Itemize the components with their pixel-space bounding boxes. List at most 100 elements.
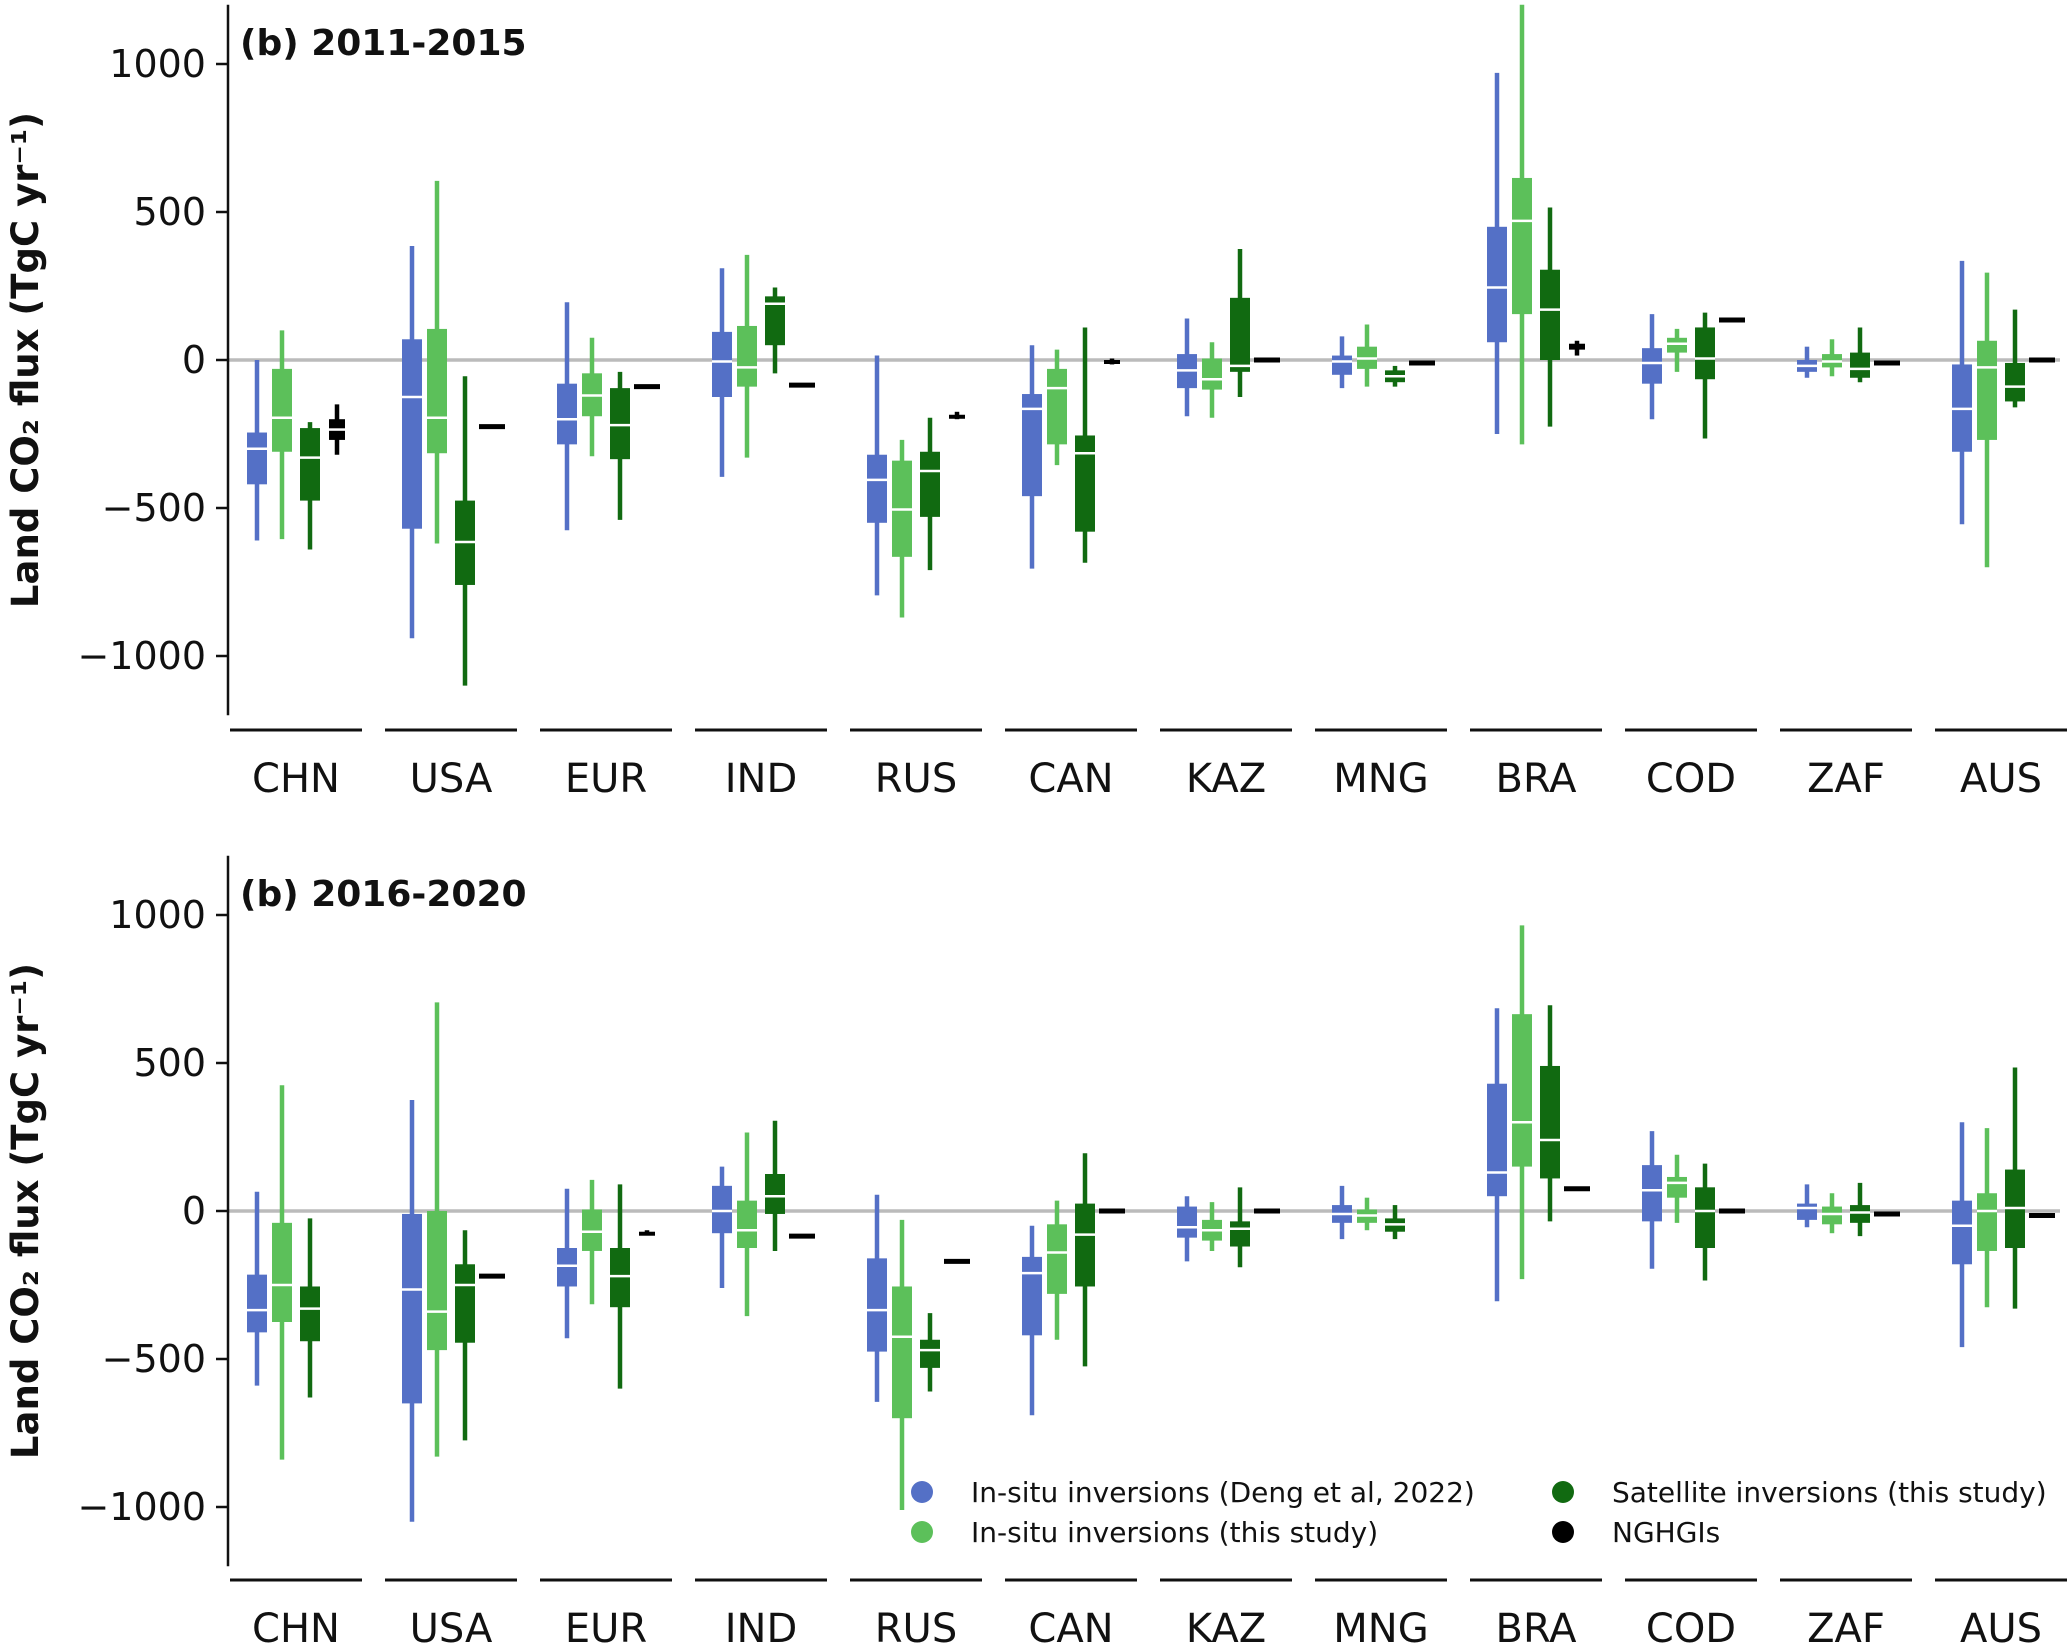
box-insitu-study-zaf xyxy=(1822,1193,1842,1234)
iqr-box xyxy=(765,296,785,346)
box-insitu-study-rus xyxy=(892,1219,912,1510)
category-label-eur: EUR xyxy=(565,756,647,802)
category-label-ind: IND xyxy=(725,1606,798,1646)
box-insitu-study-kaz xyxy=(1202,1202,1222,1251)
iqr-box xyxy=(712,1185,732,1234)
box-insitu-deng-kaz xyxy=(1177,318,1197,417)
box-satellite-study-mng xyxy=(1385,365,1405,387)
category-label-ind: IND xyxy=(725,756,798,802)
box-satellite-study-usa xyxy=(455,1230,475,1441)
box-insitu-study-chn xyxy=(272,330,292,540)
box-insitu-study-eur xyxy=(582,337,602,457)
category-label-chn: CHN xyxy=(252,756,340,802)
legend-marker xyxy=(911,1521,933,1543)
box-insitu-study-kaz xyxy=(1202,342,1222,418)
category-label-cod: COD xyxy=(1646,756,1736,802)
iqr-box xyxy=(1569,343,1585,350)
category-label-bra: BRA xyxy=(1496,1606,1578,1646)
y-tick-label: 500 xyxy=(133,190,206,234)
box-insitu-study-aus xyxy=(1977,272,1997,568)
box-insitu-study-cod xyxy=(1667,1154,1687,1223)
iqr-box xyxy=(920,1339,940,1368)
box-insitu-deng-rus xyxy=(867,355,887,596)
box-satellite-study-chn xyxy=(300,1218,320,1398)
box-satellite-study-can xyxy=(1075,1153,1095,1367)
iqr-box xyxy=(610,388,630,460)
box-satellite-study-can xyxy=(1075,327,1095,563)
box-satellite-study-mng xyxy=(1385,1205,1405,1240)
box-insitu-deng-mng xyxy=(1332,336,1352,389)
box-insitu-deng-zaf xyxy=(1797,346,1817,378)
box-insitu-study-cod xyxy=(1667,328,1687,372)
iqr-box xyxy=(867,1258,887,1352)
legend-label: In-situ inversions (Deng et al, 2022) xyxy=(971,1476,1475,1509)
category-label-rus: RUS xyxy=(875,1606,957,1646)
y-tick-label: 1000 xyxy=(109,42,206,86)
iqr-box xyxy=(1075,435,1095,532)
iqr-box xyxy=(582,1209,602,1251)
box-insitu-study-ind xyxy=(737,254,757,458)
iqr-box xyxy=(2005,362,2025,402)
iqr-box xyxy=(867,454,887,523)
box-insitu-study-can xyxy=(1047,349,1067,466)
iqr-box xyxy=(300,428,320,501)
box-insitu-deng-can xyxy=(1022,345,1042,569)
box-satellite-study-kaz xyxy=(1230,1187,1250,1268)
legend-marker xyxy=(1552,1521,1574,1543)
box-nghgi-eur xyxy=(639,1230,655,1236)
category-label-zaf: ZAF xyxy=(1807,756,1885,802)
iqr-box xyxy=(1850,1205,1870,1223)
box-insitu-deng-eur xyxy=(557,302,577,531)
y-tick-label: −500 xyxy=(102,486,206,530)
box-insitu-deng-aus xyxy=(1952,1122,1972,1348)
iqr-box xyxy=(557,1248,577,1287)
box-insitu-deng-mng xyxy=(1332,1185,1352,1240)
iqr-box xyxy=(1797,1203,1817,1220)
box-nghgi-rus xyxy=(949,411,965,420)
iqr-box xyxy=(300,1286,320,1342)
iqr-box xyxy=(1022,1256,1042,1336)
category-label-kaz: KAZ xyxy=(1186,1606,1266,1646)
iqr-box xyxy=(1822,1206,1842,1225)
legend: In-situ inversions (Deng et al, 2022) In-… xyxy=(911,1476,2047,1549)
iqr-box xyxy=(1230,297,1250,372)
legend-item-insitu-deng: In-situ inversions (Deng et al, 2022) xyxy=(911,1476,1475,1509)
box-insitu-study-zaf xyxy=(1822,339,1842,377)
iqr-box xyxy=(1695,1187,1715,1248)
y-axis-label: Land CO₂ flux (TgC yr⁻¹) xyxy=(4,112,47,608)
box-insitu-study-eur xyxy=(582,1179,602,1305)
category-label-chn: CHN xyxy=(252,1606,340,1646)
iqr-box xyxy=(1695,327,1715,380)
y-tick-label: −1000 xyxy=(77,634,206,678)
category-label-kaz: KAZ xyxy=(1186,756,1266,802)
iqr-box xyxy=(1540,1065,1560,1179)
box-satellite-study-rus xyxy=(920,1313,940,1392)
iqr-box xyxy=(1642,1165,1662,1222)
box-insitu-study-usa xyxy=(427,1002,447,1457)
iqr-box xyxy=(1850,352,1870,378)
box-satellite-study-ind xyxy=(765,1120,785,1251)
legend-marker xyxy=(911,1481,933,1503)
iqr-box xyxy=(639,1231,655,1236)
box-insitu-deng-ind xyxy=(712,268,732,477)
iqr-box xyxy=(1075,1203,1095,1287)
iqr-box xyxy=(1952,1200,1972,1265)
box-insitu-deng-usa xyxy=(402,246,422,639)
box-insitu-deng-zaf xyxy=(1797,1184,1817,1228)
iqr-box xyxy=(1230,1221,1250,1247)
iqr-box xyxy=(765,1174,785,1214)
iqr-box xyxy=(1104,360,1120,364)
box-satellite-study-cod xyxy=(1695,312,1715,439)
iqr-box xyxy=(1642,348,1662,384)
category-label-mng: MNG xyxy=(1333,756,1428,802)
box-satellite-study-bra xyxy=(1540,1005,1560,1222)
y-tick-label: 500 xyxy=(133,1041,206,1085)
box-insitu-study-bra xyxy=(1512,4,1532,445)
box-nghgi-bra xyxy=(1569,340,1585,356)
y-tick-label: −1000 xyxy=(77,1485,206,1529)
iqr-box xyxy=(892,1286,912,1419)
box-insitu-deng-cod xyxy=(1642,314,1662,420)
box-satellite-study-zaf xyxy=(1850,327,1870,383)
iqr-box xyxy=(1022,394,1042,497)
